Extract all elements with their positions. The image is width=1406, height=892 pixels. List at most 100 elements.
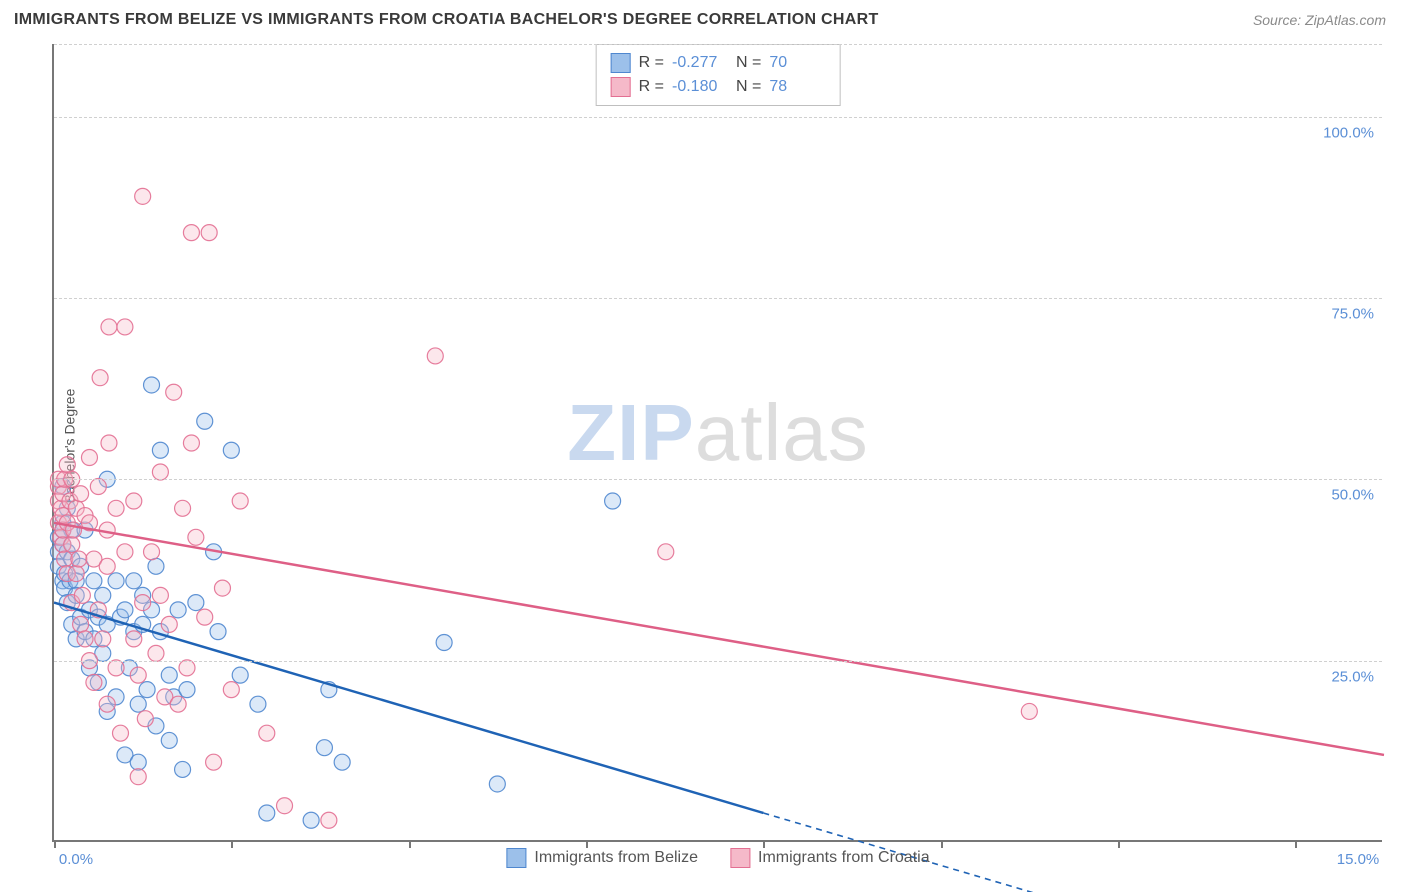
scatter-point [489,776,505,792]
scatter-point [71,551,87,567]
gridline-h [54,298,1382,299]
swatch-croatia [611,77,631,97]
scatter-point [166,384,182,400]
scatter-point [175,761,191,777]
gridline-h [54,117,1382,118]
x-tick [409,840,411,848]
scatter-point [197,609,213,625]
gridline-h [54,44,1382,45]
scatter-point [117,602,133,618]
scatter-point [214,580,230,596]
scatter-point [130,696,146,712]
x-tick [231,840,233,848]
stat-r-croatia: -0.180 [672,75,728,99]
scatter-point [658,544,674,560]
scatter-point [259,725,275,741]
stat-n-key: N = [736,51,761,75]
scatter-point [427,348,443,364]
swatch-belize [611,53,631,73]
scatter-point [316,740,332,756]
scatter-point [59,457,75,473]
scatter-point [183,435,199,451]
stats-row-croatia: R = -0.180 N = 78 [611,75,826,99]
stat-n-croatia: 78 [769,75,825,99]
scatter-point [161,667,177,683]
scatter-point [86,573,102,589]
scatter-point [259,805,275,821]
swatch-belize-2 [506,848,526,868]
scatter-point [74,587,90,603]
scatter-point [152,464,168,480]
scatter-point [108,573,124,589]
scatter-point [126,573,142,589]
gridline-h [54,479,1382,480]
source-name: ZipAtlas.com [1305,12,1386,28]
scatter-point [135,188,151,204]
scatter-point [108,500,124,516]
scatter-point [99,558,115,574]
scatter-point [161,616,177,632]
scatter-point [130,754,146,770]
source-attribution: Source: ZipAtlas.com [1253,12,1386,28]
bottom-legend: Immigrants from Belize Immigrants from C… [506,848,929,868]
scatter-point [334,754,350,770]
scatter-point [183,225,199,241]
scatter-point [90,479,106,495]
scatter-point [277,798,293,814]
scatter-point [86,674,102,690]
scatter-point [81,450,97,466]
x-tick-label: 0.0% [59,851,93,868]
scatter-point [188,595,204,611]
scatter-point [175,500,191,516]
scatter-point [77,631,93,647]
plot-area: ZIPatlas R = -0.277 N = 70 R = -0.180 N … [52,44,1382,842]
scatter-point [210,624,226,640]
stat-n-key-2: N = [736,75,761,99]
stat-r-key: R = [639,51,664,75]
scatter-svg [54,44,1382,840]
scatter-point [201,225,217,241]
scatter-point [223,442,239,458]
scatter-point [148,645,164,661]
scatter-point [232,667,248,683]
scatter-point [113,725,129,741]
scatter-point [139,682,155,698]
legend-label-belize: Immigrants from Belize [534,849,698,867]
chart-title: IMMIGRANTS FROM BELIZE VS IMMIGRANTS FRO… [14,11,879,29]
gridline-h [54,661,1382,662]
scatter-point [95,587,111,603]
scatter-point [144,544,160,560]
stat-n-belize: 70 [769,51,825,75]
scatter-point [188,529,204,545]
scatter-point [108,660,124,676]
scatter-point [197,413,213,429]
scatter-point [95,631,111,647]
scatter-point [117,544,133,560]
scatter-point [152,442,168,458]
legend-label-croatia: Immigrants from Croatia [758,849,930,867]
scatter-point [179,682,195,698]
scatter-point [130,769,146,785]
trend-line [54,523,1384,755]
scatter-point [223,682,239,698]
scatter-point [68,566,84,582]
scatter-point [130,667,146,683]
y-tick-label: 50.0% [1331,487,1374,504]
scatter-point [126,493,142,509]
trend-line [54,603,763,813]
legend-item-croatia: Immigrants from Croatia [730,848,930,868]
stats-legend: R = -0.277 N = 70 R = -0.180 N = 78 [596,44,841,106]
x-tick-label: 15.0% [1337,851,1380,868]
x-tick [586,840,588,848]
x-tick [1295,840,1297,848]
source-prefix: Source: [1253,12,1305,28]
x-tick [763,840,765,848]
stat-r-belize: -0.277 [672,51,728,75]
scatter-point [170,696,186,712]
title-bar: IMMIGRANTS FROM BELIZE VS IMMIGRANTS FRO… [0,0,1406,40]
y-tick-label: 75.0% [1331,305,1374,322]
scatter-point [135,595,151,611]
legend-item-belize: Immigrants from Belize [506,848,698,868]
scatter-point [64,537,80,553]
scatter-point [117,319,133,335]
